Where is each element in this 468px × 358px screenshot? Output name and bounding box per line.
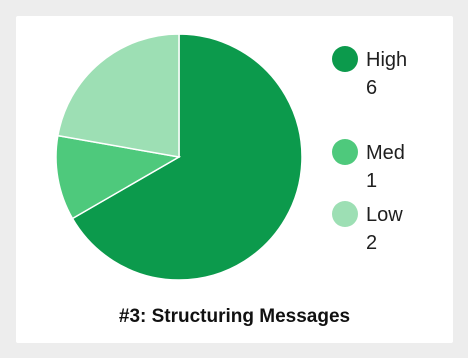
legend-item-low: Low 2: [332, 197, 442, 257]
legend-value-med: 1: [366, 170, 378, 192]
legend-label-med: Med: [366, 142, 405, 164]
legend-value-high: 6: [366, 77, 378, 99]
legend-item-high: High 6: [332, 42, 442, 102]
pie-slice-med: [55, 134, 182, 220]
legend-label-high: High: [366, 49, 408, 71]
pie-chart: [55, 33, 303, 281]
chart-card: High 6 Med 1 Low 2 #3: Structuring Messa…: [16, 16, 453, 343]
legend-item-med: Med 1: [332, 135, 442, 195]
legend-label-low: Low: [366, 204, 403, 226]
pie-slice-high: [71, 33, 303, 281]
legend-swatch-med: [332, 139, 358, 165]
chart-title: #3: Structuring Messages: [118, 306, 351, 327]
legend-swatch-high: [332, 46, 358, 72]
legend-swatch-low: [332, 201, 358, 227]
legend-value-low: 2: [366, 232, 378, 254]
pie-slice-low: [56, 33, 180, 158]
